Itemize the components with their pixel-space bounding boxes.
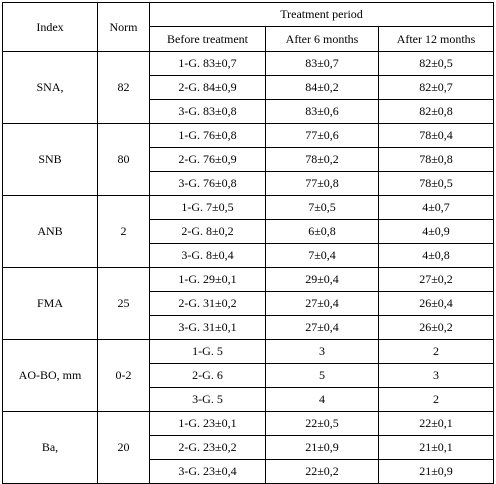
table-row: 3-G. 76±0,8 77±0,8 78±0,5 [3, 171, 495, 196]
table-row: SNA, 82 1-G. 83±0,7 83±0,7 82±0,5 [2, 51, 495, 124]
header-norm: Norm [97, 2, 150, 52]
table-row: 2-G. 8±0,2 6±0,8 4±0,9 [3, 219, 495, 244]
before-cell: 1-G. 83±0,7 [149, 51, 266, 76]
index-cell: ANB [2, 195, 98, 268]
table-row: 2-G. 76±0,9 78±0,2 78±0,8 [3, 147, 495, 172]
after6-cell: 77±0,8 [265, 171, 379, 196]
before-cell: 2-G. 76±0,9 [149, 147, 266, 172]
after6-cell: 83±0,6 [265, 99, 379, 124]
norm-cell: 0-2 [97, 339, 150, 412]
table-row: 3-G. 5 4 2 [3, 387, 495, 412]
after6-cell: 83±0,7 [265, 51, 379, 76]
after12-cell: 26±0,2 [377, 315, 495, 340]
after12-cell: 4±0,8 [377, 243, 495, 268]
after6-cell: 7±0,5 [265, 195, 379, 220]
after12-cell: 2 [377, 387, 495, 412]
header-after-6-months: After 6 months [265, 26, 379, 52]
header-row-1: Index Norm Treatment period [2, 2, 495, 52]
after12-cell: 26±0,4 [377, 291, 495, 316]
after12-cell: 2 [377, 339, 495, 364]
table-row: FMA 25 1-G. 29±0,1 29±0,4 27±0,2 [2, 267, 495, 340]
table-row: SNB 80 1-G. 76±0,8 77±0,6 78±0,4 [2, 123, 495, 196]
before-cell: 2-G. 31±0,2 [149, 291, 266, 316]
before-cell: 3-G. 76±0,8 [149, 171, 266, 196]
after6-cell: 3 [265, 339, 379, 364]
header-after-12-months: After 12 months [377, 26, 495, 52]
before-cell: 3-G. 83±0,8 [149, 99, 266, 124]
before-cell: 3-G. 8±0,4 [149, 243, 266, 268]
norm-cell: 2 [97, 195, 150, 268]
after12-cell: 78±0,8 [377, 147, 495, 172]
after12-cell: 78±0,5 [377, 171, 495, 196]
after6-cell: 27±0,4 [265, 291, 379, 316]
table-row: AO-BO, mm 0-2 1-G. 5 3 2 [2, 339, 495, 412]
before-cell: 2-G. 8±0,2 [149, 219, 266, 244]
norm-cell: 25 [97, 267, 150, 340]
index-cell: AO-BO, mm [2, 339, 98, 412]
after6-cell: 77±0,6 [265, 123, 379, 148]
table-row: 2-G. 84±0,9 84±0,2 82±0,7 [3, 75, 495, 100]
after12-cell: 82±0,7 [377, 75, 495, 100]
after12-cell: 21±0,9 [377, 459, 495, 484]
table-row: 3-G. 83±0,8 83±0,6 82±0,8 [3, 99, 495, 124]
after12-cell: 3 [377, 363, 495, 388]
after6-cell: 5 [265, 363, 379, 388]
after6-cell: 6±0,8 [265, 219, 379, 244]
after6-cell: 27±0,4 [265, 315, 379, 340]
after6-cell: 4 [265, 387, 379, 412]
index-cell: SNA, [2, 51, 98, 124]
before-cell: 1-G. 7±0,5 [149, 195, 266, 220]
after12-cell: 82±0,8 [377, 99, 495, 124]
before-cell: 1-G. 76±0,8 [149, 123, 266, 148]
after6-cell: 7±0,4 [265, 243, 379, 268]
index-cell: FMA [2, 267, 98, 340]
after6-cell: 22±0,2 [265, 459, 379, 484]
table-row: 2-G. 31±0,2 27±0,4 26±0,4 [3, 291, 495, 316]
norm-cell: 82 [97, 51, 150, 124]
before-cell: 3-G. 5 [149, 387, 266, 412]
norm-cell: 80 [97, 123, 150, 196]
table-row: ANB 2 1-G. 7±0,5 7±0,5 4±0,7 [2, 195, 495, 268]
after12-cell: 4±0,7 [377, 195, 495, 220]
before-cell: 1-G. 29±0,1 [149, 267, 266, 292]
before-cell: 2-G. 84±0,9 [149, 75, 266, 100]
table-row: 3-G. 31±0,1 27±0,4 26±0,2 [3, 315, 495, 340]
after12-cell: 78±0,4 [377, 123, 495, 148]
after6-cell: 21±0,9 [265, 435, 379, 460]
after6-cell: 29±0,4 [265, 267, 379, 292]
before-cell: 3-G. 31±0,1 [149, 315, 266, 340]
table-row: 3-G. 8±0,4 7±0,4 4±0,8 [3, 243, 495, 268]
after12-cell: 82±0,5 [377, 51, 495, 76]
before-cell: 1-G. 23±0,1 [149, 411, 266, 436]
after12-cell: 4±0,9 [377, 219, 495, 244]
norm-cell: 20 [97, 411, 150, 484]
before-cell: 1-G. 5 [149, 339, 266, 364]
index-cell: SNB [2, 123, 98, 196]
header-before-treatment: Before treatment [149, 26, 266, 52]
index-cell: Ba, [2, 411, 98, 484]
header-row-2: Before treatment After 6 months After 12… [3, 26, 495, 52]
before-cell: 3-G. 23±0,4 [149, 459, 266, 484]
after12-cell: 21±0,1 [377, 435, 495, 460]
before-cell: 2-G. 23±0,2 [149, 435, 266, 460]
after6-cell: 84±0,2 [265, 75, 379, 100]
after12-cell: 22±0,1 [377, 411, 495, 436]
before-cell: 2-G. 6 [149, 363, 266, 388]
header-index: Index [2, 2, 98, 52]
table-row: Ba, 20 1-G. 23±0,1 22±0,5 22±0,1 [2, 411, 495, 484]
after12-cell: 27±0,2 [377, 267, 495, 292]
header-treatment-period: Treatment period [148, 2, 495, 27]
table-row: 2-G. 6 5 3 [3, 363, 495, 388]
after6-cell: 22±0,5 [265, 411, 379, 436]
after6-cell: 78±0,2 [265, 147, 379, 172]
